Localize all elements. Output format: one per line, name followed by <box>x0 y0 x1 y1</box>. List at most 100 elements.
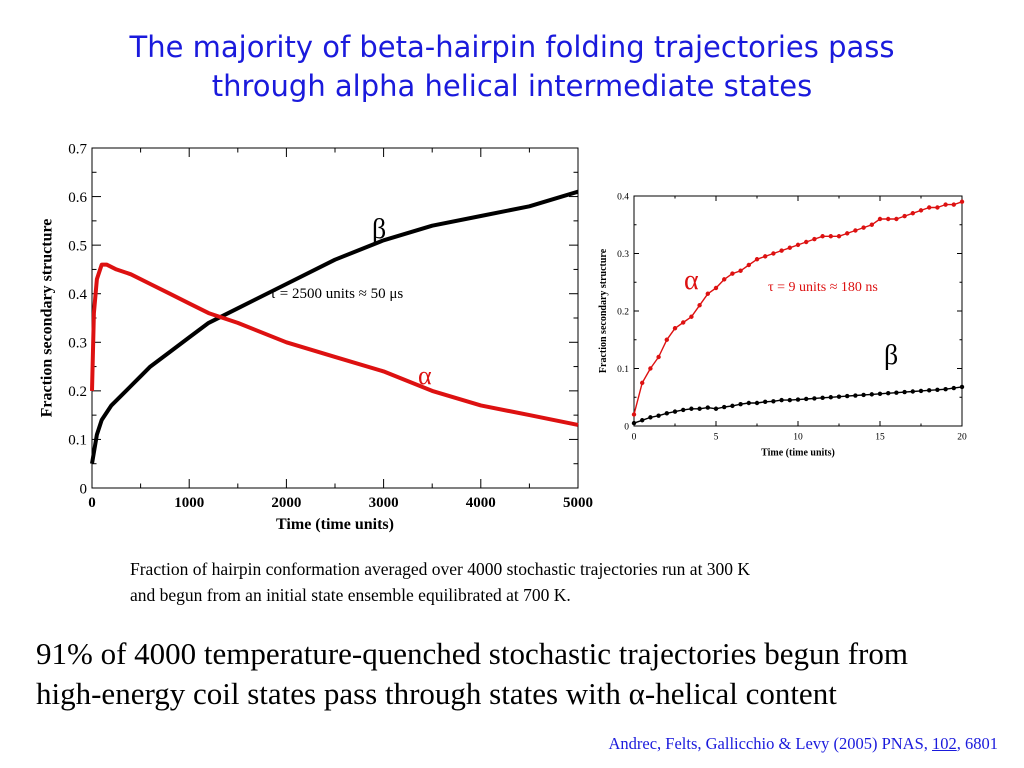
data-point <box>730 403 735 409</box>
data-point <box>713 406 719 411</box>
data-point <box>910 211 915 216</box>
y-axis-label: Fraction secondary structure <box>39 219 56 418</box>
data-point <box>812 236 817 242</box>
data-point <box>886 391 891 396</box>
data-point <box>959 384 965 390</box>
data-point <box>779 248 784 253</box>
x-tick-label: 1000 <box>174 495 204 511</box>
data-point <box>763 254 768 259</box>
data-point <box>918 208 924 213</box>
data-point <box>672 409 678 414</box>
slide-title-line2: through alpha helical intermediate state… <box>211 69 813 103</box>
x-tick-label: 5000 <box>563 495 593 511</box>
summary-line2: high-energy coil states pass through sta… <box>36 676 837 711</box>
data-point <box>836 394 842 399</box>
data-point <box>631 420 637 426</box>
data-point <box>664 337 669 342</box>
data-point <box>804 239 809 245</box>
data-point <box>959 199 965 204</box>
citation-suffix: , 6801 <box>956 734 998 753</box>
data-point <box>713 285 719 291</box>
data-point <box>697 406 702 411</box>
data-point <box>672 326 678 331</box>
data-point <box>927 388 932 393</box>
y-tick-label: 0 <box>624 422 629 432</box>
plot-frame <box>91 147 579 489</box>
y-tick-label: 0.1 <box>617 365 629 375</box>
data-point <box>853 228 858 233</box>
data-point <box>943 387 948 392</box>
data-point <box>689 314 694 319</box>
x-tick-label: 3000 <box>369 495 399 511</box>
data-point <box>722 277 727 282</box>
data-point <box>648 415 653 420</box>
data-point <box>738 401 743 407</box>
data-point <box>705 405 710 410</box>
citation: Andrec, Felts, Gallicchio & Levy (2005) … <box>608 734 998 754</box>
data-point <box>877 391 883 396</box>
series-line-second <box>90 262 579 427</box>
data-point <box>869 392 874 397</box>
data-point <box>656 413 661 418</box>
right-chart: 0 5 10 15 20 0 0.1 0.2 0.3 0.4 Time (time units) Fr… <box>598 192 967 459</box>
y-tick-label: 0.1 <box>68 433 87 449</box>
data-point <box>902 389 907 395</box>
caption-line2: and begun from an initial state ensemble… <box>130 585 571 605</box>
data-point <box>787 245 792 250</box>
data-point <box>828 234 833 239</box>
data-point <box>886 216 891 222</box>
x-tick-label: 2000 <box>271 495 301 511</box>
data-point <box>828 395 833 400</box>
data-point <box>738 268 743 273</box>
citation-volume[interactable]: 102 <box>932 734 957 753</box>
data-point <box>656 354 661 360</box>
data-point <box>935 387 940 392</box>
x-axis-label: Time (time units) <box>276 516 394 533</box>
x-tick-label: 4000 <box>466 495 496 511</box>
y-tick-label: 0.2 <box>617 307 629 317</box>
data-point <box>754 257 760 262</box>
y-tick-label: 0.6 <box>68 190 87 206</box>
series-label: α <box>418 361 432 390</box>
caption-line1: Fraction of hairpin conformation average… <box>130 559 751 579</box>
data-point <box>754 400 760 406</box>
y-axis-label: Fraction secondary structure <box>598 248 609 373</box>
data-point <box>705 291 710 296</box>
data-point <box>820 234 825 239</box>
data-point <box>869 222 874 227</box>
data-point <box>664 411 669 416</box>
data-point <box>771 399 776 404</box>
data-point <box>902 213 907 219</box>
series-label: α <box>684 265 699 296</box>
x-tick-label: 5 <box>714 433 719 443</box>
y-tick-label: 0.4 <box>68 287 87 303</box>
data-point <box>861 225 866 230</box>
data-point <box>779 397 784 403</box>
data-point <box>631 412 637 417</box>
data-point <box>771 251 776 256</box>
data-point <box>935 205 940 210</box>
data-point <box>927 205 932 210</box>
data-point <box>795 397 801 402</box>
series-label: β <box>884 340 898 371</box>
tau-annotation: τ = 2500 units ≈ 50 μs <box>270 286 403 302</box>
left-chart: 0 1000 2000 3000 4000 5000 0 0.1 0.2 0.3 0.4 0.5 0.6… <box>39 141 594 533</box>
data-point <box>845 393 850 399</box>
x-tick-label: 20 <box>957 433 967 443</box>
data-point <box>861 392 866 398</box>
y-tick-label: 0.4 <box>617 192 629 202</box>
data-point <box>763 399 768 405</box>
data-point <box>681 407 686 413</box>
data-point <box>877 216 883 222</box>
data-point <box>894 216 899 222</box>
tau-annotation: τ = 9 units ≈ 180 ns <box>768 280 878 295</box>
data-point <box>951 202 956 207</box>
data-point <box>787 397 792 403</box>
data-point <box>746 400 751 406</box>
summary-line1: 91% of 4000 temperature-quenched stochas… <box>36 636 908 671</box>
x-axis-label: Time (time units) <box>761 448 835 459</box>
data-point <box>836 234 842 239</box>
data-point <box>894 390 899 395</box>
x-tick-label: 15 <box>875 433 885 443</box>
x-tick-label: 0 <box>88 495 96 511</box>
